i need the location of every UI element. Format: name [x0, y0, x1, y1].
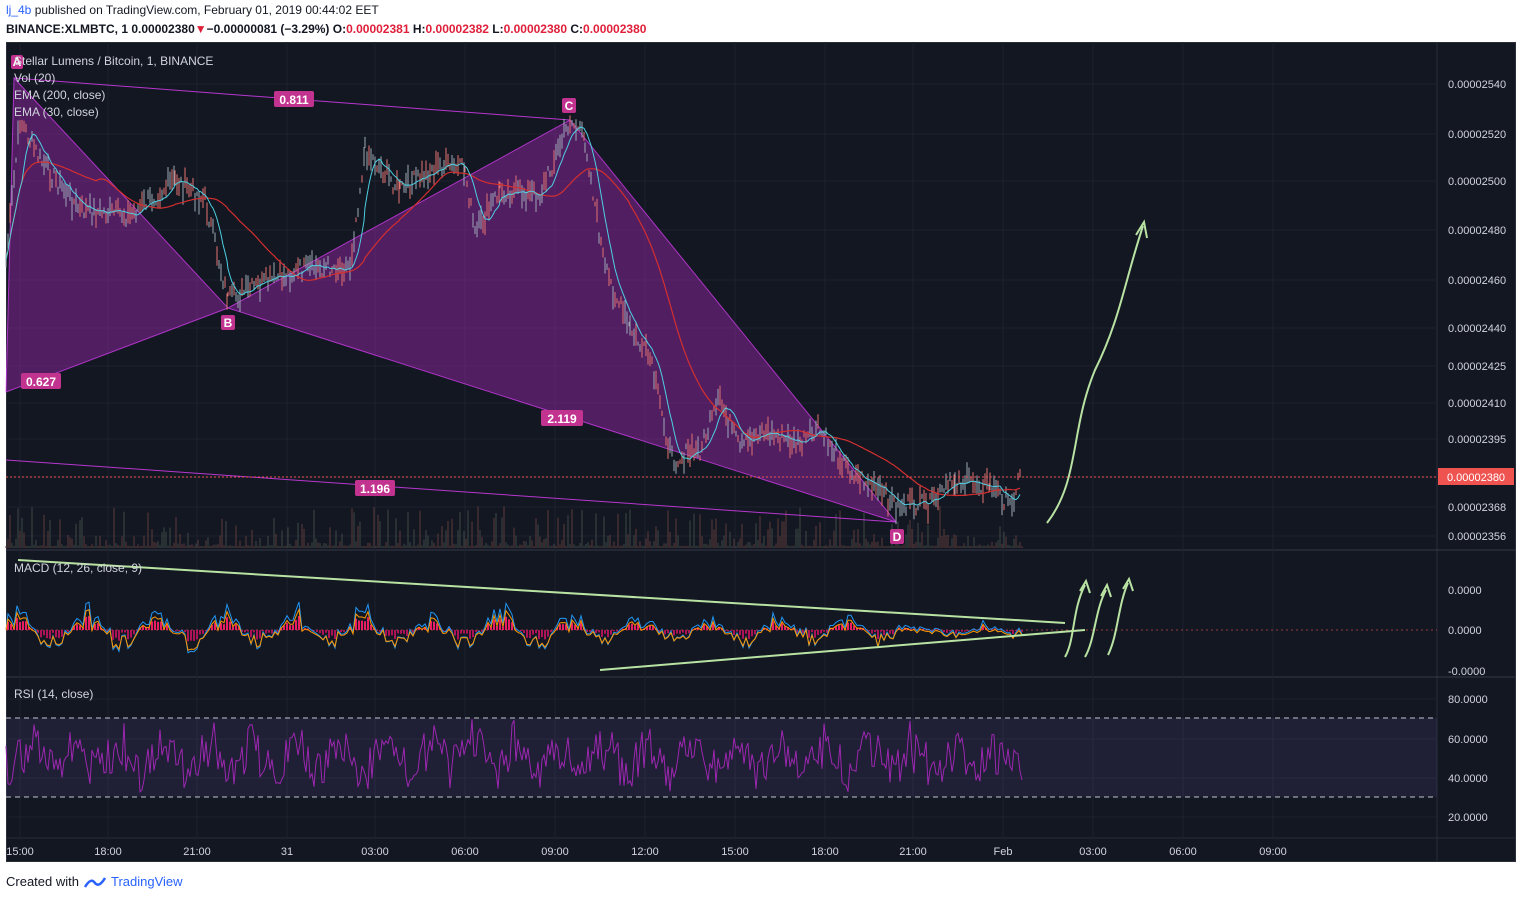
chart-frame[interactable] [6, 42, 1516, 862]
low-label: L: [492, 22, 504, 36]
tradingview-logo-icon [83, 876, 107, 888]
macd-signal-line [5, 607, 1023, 651]
price-tick-label: 0.00002410 [1448, 398, 1506, 410]
chart-title: Stellar Lumens / Bitcoin, 1, BINANCE [14, 54, 213, 68]
time-tick-label: Feb [994, 846, 1013, 858]
legend-ema200: EMA (200, close) [14, 88, 105, 102]
point-b-badge [221, 315, 235, 330]
footer-created: Created with [6, 874, 79, 889]
legend-ema30: EMA (30, close) [14, 105, 99, 119]
ema30-line [5, 126, 1021, 506]
rsi-tick-label: 20.0000 [1448, 812, 1488, 824]
time-tick-label: 03:00 [361, 846, 389, 858]
time-tick-label: 15:00 [721, 846, 749, 858]
point-d-label: D [893, 530, 902, 544]
time-tick-label: 21:00 [899, 846, 927, 858]
time-tick-label: 21:00 [183, 846, 211, 858]
macd-tick-label: 0.0000 [1448, 585, 1482, 597]
macd-up-arrows[interactable] [1064, 576, 1134, 658]
rsi-line [5, 719, 1023, 794]
macd-line [5, 601, 1023, 654]
price-tick-label: 0.00002500 [1448, 176, 1506, 188]
price-axis: 0.00002540 0.00002520 0.00002500 0.00002480… [1448, 79, 1506, 824]
price-tick-label: 0.00002356 [1448, 531, 1506, 543]
ratio-label-ab: 0.811 [279, 93, 309, 107]
macd-tick-label: 0.0000 [1448, 625, 1482, 637]
ratio-badge-bd [541, 410, 583, 426]
rsi-tick-label: 60.0000 [1448, 734, 1488, 746]
time-tick-label: 09:00 [1259, 846, 1287, 858]
time-tick-label: 18:00 [94, 846, 122, 858]
ratio-label-bd: 2.119 [547, 412, 577, 426]
point-c-label: C [565, 99, 574, 113]
time-tick-label: 06:00 [451, 846, 479, 858]
footer-brand-link[interactable]: TradingView [110, 874, 183, 889]
time-axis: 15:00 18:00 21:00 31 03:00 06:00 09:00 12:00 15:… [6, 846, 1287, 858]
volume-bars [5, 506, 1023, 548]
ratio-badge-xd [355, 480, 395, 496]
time-tick-label: 03:00 [1079, 846, 1107, 858]
close-value: 0.00002380 [583, 22, 647, 36]
pattern-triangle-xab [5, 76, 229, 393]
rsi-band [6, 718, 1437, 797]
rsi-tick-label: 80.0000 [1448, 694, 1488, 706]
harmonic-pattern[interactable] [5, 76, 898, 523]
high-value: 0.00002382 [425, 22, 489, 36]
last-price: 0.00002380 [131, 22, 195, 36]
point-a-badge [11, 55, 23, 69]
pattern-triangle-bcd [226, 119, 898, 523]
legend-rsi: RSI (14, close) [14, 687, 93, 701]
price-tick-label: 0.00002440 [1448, 323, 1506, 335]
close-label: C: [570, 22, 584, 36]
last-price-tag [1438, 468, 1514, 485]
ratio-badge-xb [21, 373, 61, 389]
author-link[interactable]: lj_4b [6, 3, 32, 17]
rsi-tick-label: 40.0000 [1448, 773, 1488, 785]
ratio-label-xb: 0.627 [26, 375, 56, 389]
low-value: 0.00002380 [503, 22, 567, 36]
price-tick-label: 0.00002520 [1448, 129, 1506, 141]
projection-arrow-main[interactable] [1046, 219, 1148, 524]
time-tick-label: 06:00 [1169, 846, 1197, 858]
price-candles [5, 115, 1021, 525]
macd-pane [5, 601, 1437, 654]
price-tick-label: 0.00002395 [1448, 434, 1506, 446]
time-tick-label: 12:00 [631, 846, 659, 858]
legend-macd: MACD (12, 26, close, 9) [14, 561, 142, 575]
down-arrow-icon: ▼ [194, 22, 207, 36]
pattern-line-xd [5, 459, 897, 523]
ratio-badge-ab [274, 91, 314, 107]
price-tick-label: 0.00002368 [1448, 502, 1506, 514]
time-tick-label: 31 [281, 846, 293, 858]
time-tick-label: 09:00 [541, 846, 569, 858]
macd-triangle[interactable] [17, 559, 1086, 671]
open-value: 0.00002381 [346, 22, 410, 36]
price-tick-label: 0.00002425 [1448, 361, 1506, 373]
point-a-label: A [13, 55, 22, 69]
point-d-badge [890, 529, 904, 544]
symbol-name: BINANCE:XLMBTC, 1 [6, 22, 128, 36]
time-tick-label: 18:00 [811, 846, 839, 858]
point-c-badge [562, 98, 576, 113]
publish-text: published on TradingView.com, February 0… [34, 3, 379, 17]
macd-tick-label: -0.0000 [1448, 666, 1485, 678]
ratio-label-xd: 1.196 [360, 482, 390, 496]
price-tick-label: 0.00002460 [1448, 275, 1506, 287]
footer: Created with TradingView [6, 874, 183, 889]
time-tick-label: 15:00 [6, 846, 34, 858]
publish-info: lj_4b published on TradingView.com, Febr… [6, 3, 379, 17]
open-label: O: [332, 22, 347, 36]
point-b-label: B [224, 316, 233, 330]
ema200-line [5, 161, 1021, 497]
high-label: H: [412, 22, 426, 36]
symbol-ohlc: BINANCE:XLMBTC, 1 0.00002380▼−0.00000081… [6, 22, 646, 36]
price-tick-label: 0.00002480 [1448, 225, 1506, 237]
pattern-labels: A B C D 0.811 0.627 2.119 1.196 [11, 55, 904, 544]
price-tick-label: 0.00002540 [1448, 79, 1506, 91]
price-change: −0.00000081 (−3.29%) [206, 22, 330, 36]
legend-vol: Vol (20) [14, 71, 55, 85]
last-price-tag-text: 0.00002380 [1447, 472, 1505, 484]
